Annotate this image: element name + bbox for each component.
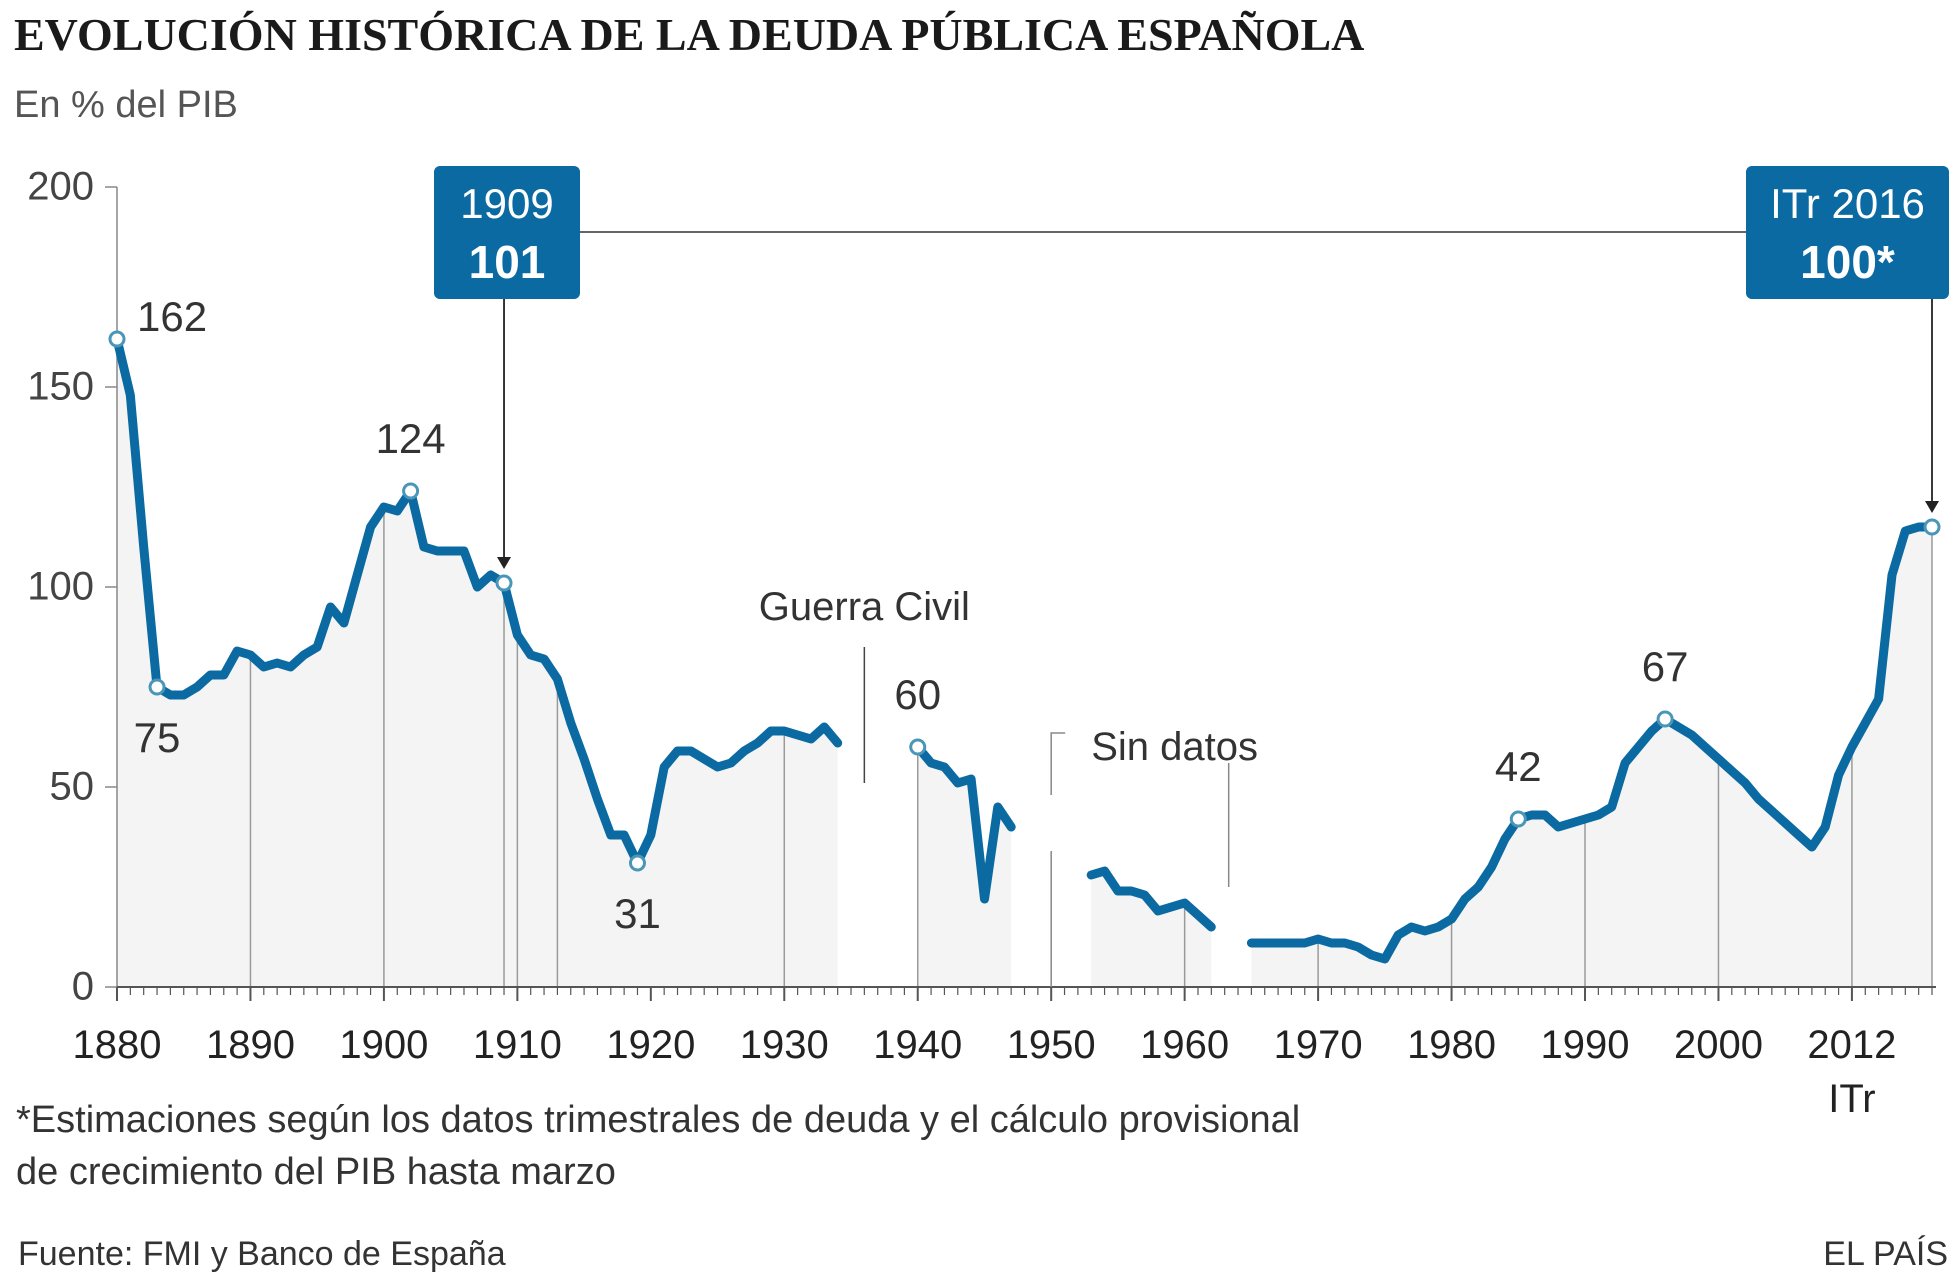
point-marker-1909 bbox=[495, 574, 513, 592]
series-line-segment-3 bbox=[1086, 866, 1216, 932]
footnote-line-1: *Estimaciones según los datos trimestral… bbox=[16, 1099, 1300, 1141]
point-marker-1985 bbox=[1509, 810, 1527, 828]
area-fill-layer bbox=[117, 339, 1932, 987]
x-tick-label-1910: 1910 bbox=[473, 1023, 562, 1067]
callouts-layer: 1909 101 ITr 2016 100* bbox=[434, 166, 1949, 569]
callout-2016-year: ITr 2016 bbox=[1770, 180, 1925, 227]
callout-1909-value: 101 bbox=[469, 236, 546, 288]
point-label-67: 67 bbox=[1642, 643, 1689, 690]
x-tick-label-1890: 1890 bbox=[206, 1023, 295, 1067]
y-tick-label-50: 50 bbox=[50, 765, 95, 809]
x-tick-label-2000: 2000 bbox=[1674, 1023, 1763, 1067]
callout-2016-arrowhead bbox=[1925, 501, 1939, 513]
sin-datos-label: Sin datos bbox=[1091, 725, 1258, 769]
x-tick-label-1940: 1940 bbox=[873, 1023, 962, 1067]
point-labels-layer: 162 75 124 31 60 42 67 bbox=[108, 293, 1941, 937]
point-marker-1880 bbox=[108, 330, 126, 348]
point-label-42: 42 bbox=[1495, 743, 1542, 790]
point-marker-2016 bbox=[1923, 518, 1941, 536]
guerra-civil-label: Guerra Civil bbox=[759, 585, 970, 629]
sin-datos-bracket bbox=[1050, 732, 1066, 795]
y-tick-label-150: 150 bbox=[27, 365, 94, 409]
area-fill-segment-3 bbox=[1091, 871, 1212, 987]
x-tick-label-1980: 1980 bbox=[1407, 1023, 1496, 1067]
x-tick-label-1930: 1930 bbox=[740, 1023, 829, 1067]
point-marker-1996 bbox=[1656, 710, 1674, 728]
annotations-layer: Guerra Civil Sin datos bbox=[759, 585, 1258, 987]
area-fill-segment-1 bbox=[117, 339, 838, 987]
x-tick-label-2012: 2012 bbox=[1807, 1023, 1896, 1067]
x-tick-label-1990: 1990 bbox=[1541, 1023, 1630, 1067]
callout-2016-box bbox=[1746, 166, 1949, 299]
point-label-162: 162 bbox=[137, 293, 207, 340]
x-tick-label-1900: 1900 bbox=[339, 1023, 428, 1067]
point-marker-1883 bbox=[148, 678, 166, 696]
x-tick-label-1950: 1950 bbox=[1007, 1023, 1096, 1067]
drop-lines-layer bbox=[249, 507, 1933, 987]
y-tick-label-0: 0 bbox=[72, 965, 94, 1009]
x-tick-label-1970: 1970 bbox=[1274, 1023, 1363, 1067]
x-tick-label-1960: 1960 bbox=[1140, 1023, 1229, 1067]
point-label-60: 60 bbox=[894, 671, 941, 718]
chart-title: EVOLUCIÓN HISTÓRICA DE LA DEUDA PÚBLICA … bbox=[14, 9, 1364, 60]
y-tick-label-200: 200 bbox=[27, 165, 94, 209]
y-tick-label-100: 100 bbox=[27, 565, 94, 609]
callout-1909-year: 1909 bbox=[460, 180, 553, 227]
x-tick-label-1880: 1880 bbox=[73, 1023, 162, 1067]
point-marker-1919 bbox=[628, 854, 646, 872]
point-marker-1940 bbox=[909, 738, 927, 756]
area-fill-segment-4 bbox=[1251, 527, 1932, 987]
chart-subtitle: En % del PIB bbox=[14, 84, 238, 126]
x-tick-sublabel: ITr bbox=[1828, 1077, 1875, 1121]
footnote-line-2: de crecimiento del PIB hasta marzo bbox=[16, 1151, 616, 1193]
axes: 0 50 100 150 200 1880 1890 1900 1910 1920 1930 1940… bbox=[27, 165, 1936, 1121]
source-note: Fuente: FMI y Banco de España bbox=[18, 1235, 506, 1273]
callout-1909-arrowhead bbox=[497, 557, 512, 569]
x-tick-label-1920: 1920 bbox=[606, 1023, 695, 1067]
point-label-75: 75 bbox=[134, 714, 181, 761]
series-line-segment-4 bbox=[1246, 522, 1937, 964]
series-line-segment-2 bbox=[913, 742, 1016, 904]
point-label-31: 31 bbox=[614, 890, 661, 937]
callout-2016-value: 100* bbox=[1800, 236, 1895, 288]
series-line-segment-1 bbox=[112, 334, 843, 868]
series-line-layer bbox=[112, 334, 1937, 964]
point-label-124: 124 bbox=[376, 415, 446, 462]
brand-label: EL PAÍS bbox=[1823, 1235, 1948, 1273]
point-marker-1902 bbox=[402, 482, 420, 500]
area-fill-segment-2 bbox=[917, 747, 1012, 987]
callout-1909-box bbox=[434, 166, 580, 299]
